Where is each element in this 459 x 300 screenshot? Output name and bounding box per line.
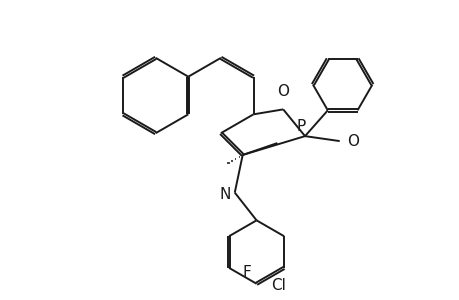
Text: P: P (296, 119, 305, 134)
Text: N: N (218, 187, 230, 202)
Text: O: O (277, 84, 289, 99)
Text: F: F (242, 266, 251, 280)
Text: O: O (347, 134, 359, 148)
Text: Cl: Cl (270, 278, 285, 293)
